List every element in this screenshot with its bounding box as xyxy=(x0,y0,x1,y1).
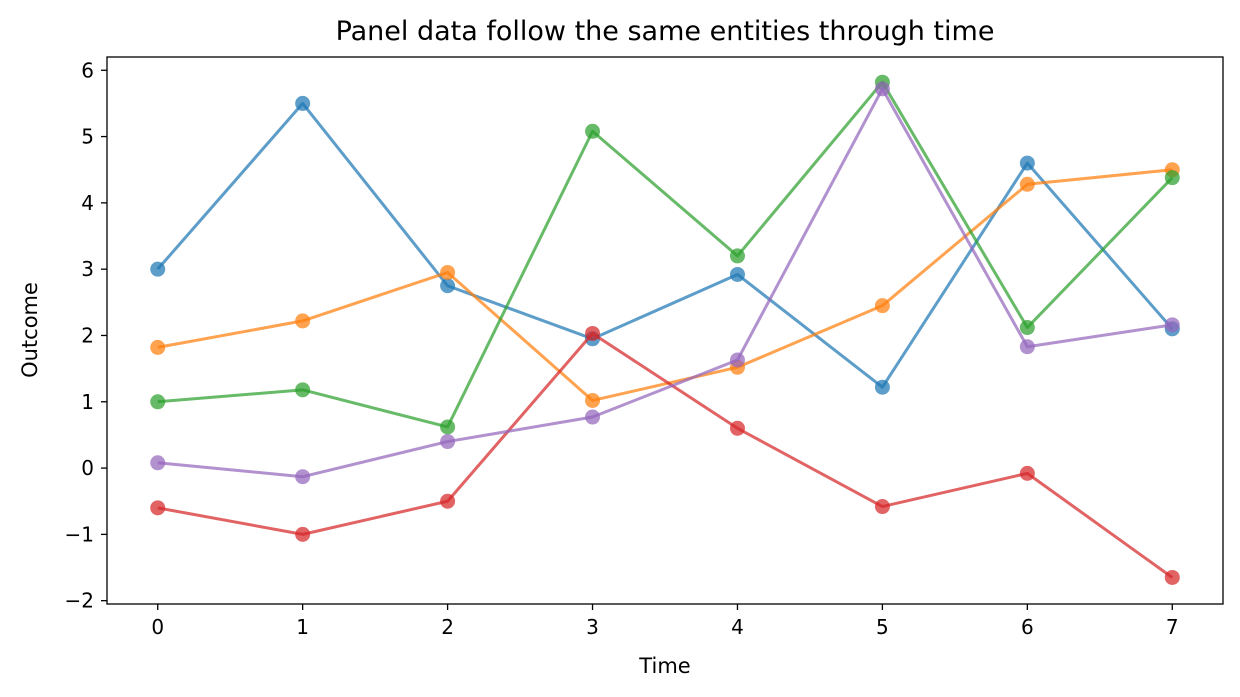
series-4-point xyxy=(295,526,311,542)
series-5-point xyxy=(585,409,601,425)
series-5-point xyxy=(874,81,890,97)
series-3-point xyxy=(729,248,745,264)
series-4-line xyxy=(157,331,1174,579)
series-5-point xyxy=(150,455,166,471)
series-5 xyxy=(150,81,1180,485)
series-4-point xyxy=(1019,465,1035,481)
series-4-point xyxy=(440,493,456,509)
y-tick-label: 2 xyxy=(81,323,94,347)
y-tick-label: 0 xyxy=(81,456,94,480)
y-tick-label: 6 xyxy=(81,58,94,82)
series-3-point xyxy=(1164,170,1180,186)
series-3-point xyxy=(1019,320,1035,336)
series-1-point xyxy=(440,278,456,294)
y-ticks: −2 −1 0 1 2 3 4 5 6 xyxy=(65,58,107,613)
series-1-point xyxy=(295,95,311,111)
series-2-point xyxy=(295,313,311,329)
series-3-point xyxy=(440,419,456,435)
series-5-point xyxy=(1164,317,1180,333)
x-tick-label: 6 xyxy=(1021,615,1034,639)
x-tick-label: 2 xyxy=(441,615,454,639)
series-1-point xyxy=(1019,155,1035,171)
series-5-point xyxy=(295,469,311,485)
x-tick-label: 4 xyxy=(731,615,744,639)
series-5-point xyxy=(1019,339,1035,355)
x-tick-label: 7 xyxy=(1166,615,1179,639)
series-5-line xyxy=(157,87,1173,479)
plot-frame xyxy=(106,56,1224,605)
series-4-point xyxy=(729,420,745,436)
series-1-point xyxy=(150,261,166,277)
x-tick-label: 1 xyxy=(296,615,309,639)
series-5-point xyxy=(440,434,456,450)
series-4 xyxy=(150,325,1180,585)
series-3 xyxy=(150,74,1180,435)
y-tick-label: 5 xyxy=(81,125,94,149)
x-tick-label: 0 xyxy=(151,615,164,639)
series-3-point xyxy=(295,382,311,398)
series-2-point xyxy=(874,298,890,314)
series-2-point xyxy=(440,264,456,280)
series-5-point xyxy=(729,352,745,368)
series-2-point xyxy=(585,392,601,408)
y-tick-label: −2 xyxy=(65,589,94,613)
series-layer xyxy=(150,74,1180,585)
y-tick-label: −1 xyxy=(65,522,94,546)
series-1-point xyxy=(874,379,890,395)
series-3-line xyxy=(157,80,1174,429)
series-4-point xyxy=(1164,569,1180,585)
x-axis-label: Time xyxy=(638,654,690,678)
x-tick-label: 5 xyxy=(876,615,889,639)
y-tick-label: 3 xyxy=(81,257,94,281)
chart-title: Panel data follow the same entities thro… xyxy=(336,16,995,47)
series-1-point xyxy=(729,266,745,282)
series-3-point xyxy=(585,123,601,139)
series-4-point xyxy=(874,499,890,515)
series-3-point xyxy=(150,394,166,410)
y-axis-label: Outcome xyxy=(18,282,42,378)
series-2-point xyxy=(150,339,166,355)
series-4-point xyxy=(150,500,166,516)
series-1-line xyxy=(156,101,1174,389)
y-tick-label: 4 xyxy=(81,191,94,215)
series-2-line xyxy=(157,168,1173,402)
series-2-point xyxy=(1019,176,1035,192)
x-ticks: 0 1 2 3 4 5 6 7 xyxy=(151,604,1179,639)
x-tick-label: 3 xyxy=(586,615,599,639)
series-4-point xyxy=(585,325,601,341)
y-tick-label: 1 xyxy=(81,390,94,414)
